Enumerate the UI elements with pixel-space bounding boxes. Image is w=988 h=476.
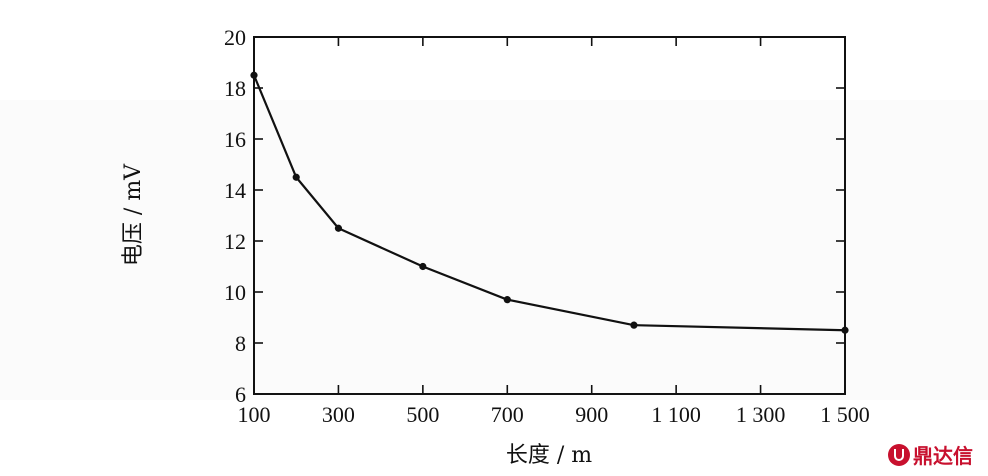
x-tick-label: 1 300 [736,402,786,427]
x-axis-label: 长度 / m [506,443,592,468]
y-tick-labels: 6 8 10 12 14 16 18 20 [224,25,246,407]
y-tick-label: 18 [224,76,246,101]
watermark: 鼎达信 [888,440,973,469]
x-tick-label: 300 [322,402,355,427]
y-tick-label: 8 [235,331,246,356]
axis-ticks [253,36,846,395]
watermark-text: 鼎达信 [913,444,973,468]
y-tick-label: 6 [235,382,246,407]
x-tick-label: 100 [238,402,271,427]
x-tick-label: 1 100 [651,402,701,427]
data-point [841,326,849,334]
y-tick-label: 20 [224,25,246,50]
x-tick-label: 700 [491,402,524,427]
x-tick-label: 500 [406,402,439,427]
data-point [250,71,258,79]
x-tick-label: 900 [575,402,608,427]
x-tick-label: 1 500 [820,402,870,427]
data-point [334,224,343,232]
y-tick-label: 10 [224,280,246,305]
background-band [0,100,988,400]
series-line [252,74,846,332]
y-axis-label: 电压 / mV [121,163,146,266]
x-tick-labels: 100 300 500 700 900 1 100 1 300 1 500 [238,402,870,427]
data-point [419,262,427,271]
data-point [292,173,300,181]
brand-logo-icon [888,443,910,466]
data-point [630,321,638,329]
data-point [503,296,511,304]
y-tick-label: 16 [224,127,246,152]
plot-frame [253,36,846,395]
series-points [250,71,849,334]
y-tick-label: 12 [224,229,246,254]
y-tick-label: 14 [224,178,246,203]
